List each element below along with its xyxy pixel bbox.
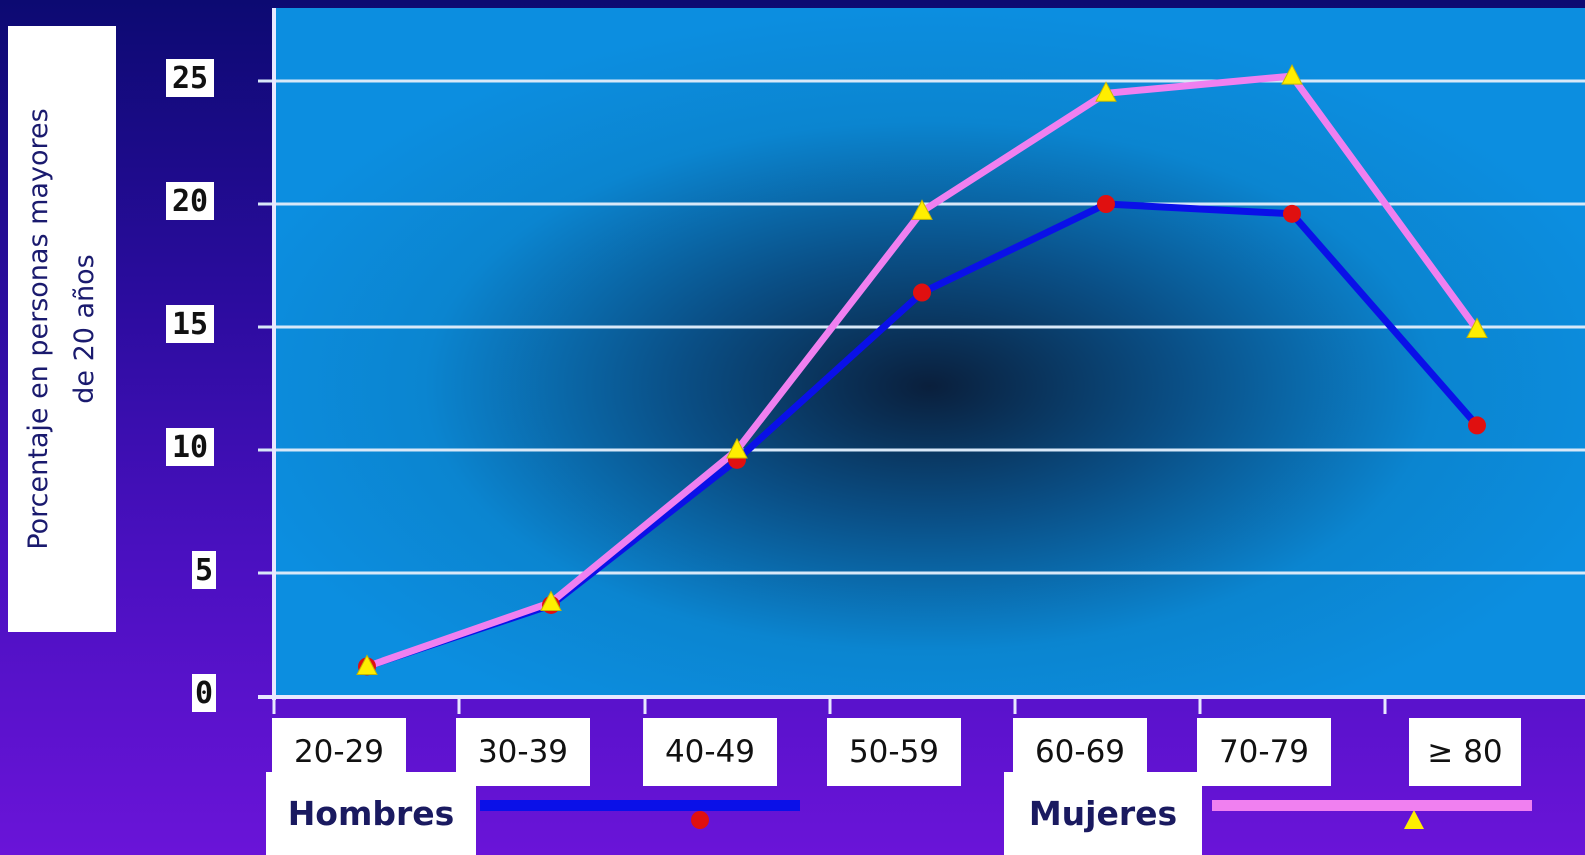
y-axis-label-box <box>8 26 116 632</box>
x-tick-label-50-59: 50-59 <box>827 718 961 786</box>
marker-mujeres-40-49 <box>726 437 748 459</box>
x-tick-marks <box>272 697 1387 714</box>
legend-markers <box>691 810 1424 829</box>
y-axis-label-line-1: Porcentaje en personas mayores <box>23 108 54 550</box>
marker-hombres-70-79 <box>1283 204 1301 223</box>
marker-mujeres-30-39 <box>540 590 562 612</box>
y-axis-label: Porcentaje en personas mayores de 20 año… <box>16 26 108 632</box>
series-markers <box>356 64 1488 676</box>
y-tick-label-10: 10 <box>166 428 214 466</box>
y-tick-label-20: 20 <box>166 182 214 220</box>
x-tick-label-70-79: 70-79 <box>1197 718 1331 786</box>
marker-mujeres-50-59 <box>911 199 933 220</box>
legend-line-mujeres <box>1212 800 1532 811</box>
marker-mujeres-60-69 <box>1095 81 1117 102</box>
y-tick-label-0: 0 <box>192 674 216 712</box>
y-tick-label-15: 15 <box>166 305 214 343</box>
y-tick-label-25: 25 <box>166 59 214 97</box>
marker-mujeres-70-79 <box>1281 64 1303 85</box>
legend-label-mujeres: Mujeres <box>1004 772 1202 855</box>
legend-label-hombres: Hombres <box>266 772 476 855</box>
marker-hombres-50-59 <box>913 283 931 302</box>
plot-area <box>274 8 1585 696</box>
x-tick-label-30-39: 30-39 <box>456 718 590 786</box>
legend-line-hombres <box>480 800 800 811</box>
y-tick-label-5: 5 <box>192 551 216 589</box>
x-tick-label-80-plus: ≥ 80 <box>1409 718 1521 786</box>
marker-hombres-80 <box>1468 416 1486 435</box>
gridlines <box>258 79 1585 575</box>
legend-marker-hombres <box>691 811 709 829</box>
x-tick-label-40-49: 40-49 <box>643 718 777 786</box>
y-axis-label-line-2: de 20 años <box>69 254 100 404</box>
marker-mujeres-20-29 <box>356 654 378 675</box>
legend-marker-mujeres <box>1404 810 1424 829</box>
marker-hombres-60-69 <box>1097 195 1115 213</box>
marker-mujeres-80 <box>1466 317 1488 338</box>
